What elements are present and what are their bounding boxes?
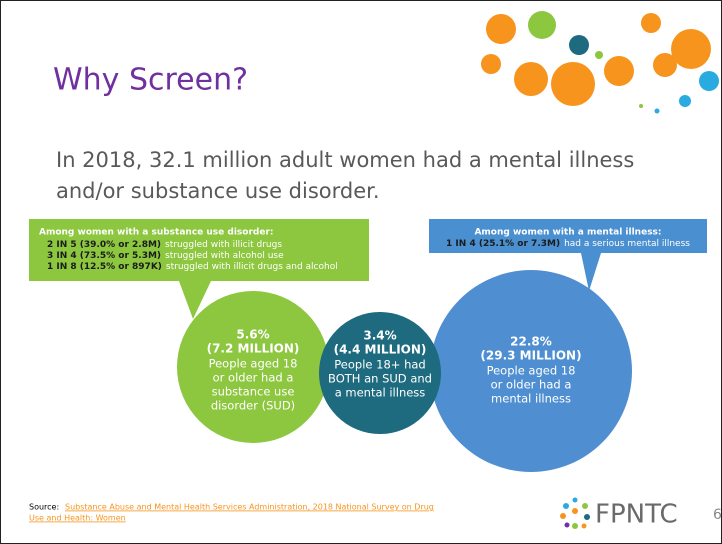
- circle-text: a mental illness: [335, 386, 426, 400]
- circle-stat: 5.6%: [236, 328, 269, 342]
- circle-text: BOTH an SUD and: [328, 372, 432, 386]
- logo-icon: [560, 497, 590, 529]
- circle-text: substance use: [212, 385, 295, 399]
- circle-stat: 3.4%: [363, 329, 396, 343]
- circle-text: People aged 18: [209, 357, 298, 371]
- callout-line: 1 IN 4 (25.1% or 7.3M) had a serious ment…: [446, 239, 690, 249]
- circle-text: People 18+ had: [334, 358, 425, 372]
- subtitle-line: and/or substance use disorder.: [56, 179, 380, 203]
- page-number: 6: [713, 507, 721, 523]
- decor-dots: [481, 11, 719, 114]
- circle-text: disorder (SUD): [211, 399, 295, 413]
- title: Why Screen?: [53, 63, 248, 98]
- mi-circle: [430, 270, 632, 472]
- callout-bold: 3 IN 4 (73.5% or 5.3M): [47, 251, 161, 261]
- source-label: Source:: [29, 503, 59, 512]
- callout-text: struggled with illicit drugs: [165, 240, 282, 250]
- circle-count: (4.4 MILLION): [334, 343, 427, 357]
- source-link[interactable]: Use and Health: Women: [29, 514, 126, 523]
- logo-text: FPNTC: [595, 500, 678, 530]
- callout-bold: 2 IN 5 (39.0% or 2.8M): [47, 240, 161, 250]
- callout-line: 1 IN 8 (12.5% or 897K) struggled with ill…: [47, 262, 338, 272]
- circle-count: (29.3 MILLION): [480, 349, 581, 363]
- callout-bold: 1 IN 8 (12.5% or 897K): [47, 262, 162, 272]
- source-link[interactable]: Substance Abuse and Mental Health Servic…: [65, 503, 434, 512]
- circle-text: or older had a: [491, 378, 572, 392]
- callout-bold: 1 IN 4 (25.1% or 7.3M): [446, 239, 560, 249]
- callout-text: struggled with illicit drugs and alcohol: [166, 262, 338, 272]
- callout-text: had a serious mental illness: [564, 239, 690, 249]
- mi-callout-box: [429, 219, 707, 291]
- callout-heading: Among women with a substance use disorde…: [39, 228, 274, 238]
- callout-line: 2 IN 5 (39.0% or 2.8M) struggled with ill…: [47, 240, 282, 250]
- subtitle-line: In 2018, 32.1 million adult women had a …: [56, 148, 634, 172]
- circle-text: People aged 18: [487, 364, 576, 378]
- circle-count: (7.2 MILLION): [207, 342, 300, 356]
- sud-circle: [177, 291, 329, 443]
- sud-callout-box: [29, 219, 369, 319]
- both-circle: [319, 312, 441, 434]
- circle-stat: 22.8%: [510, 335, 552, 349]
- callout-line: 3 IN 4 (73.5% or 5.3M) struggled with alc…: [47, 251, 284, 261]
- callout-text: struggled with alcohol use: [165, 251, 284, 261]
- circle-text: mental illness: [491, 392, 571, 406]
- circle-text: or older had a: [213, 371, 294, 385]
- callout-heading: Among women with a mental illness:: [474, 228, 661, 238]
